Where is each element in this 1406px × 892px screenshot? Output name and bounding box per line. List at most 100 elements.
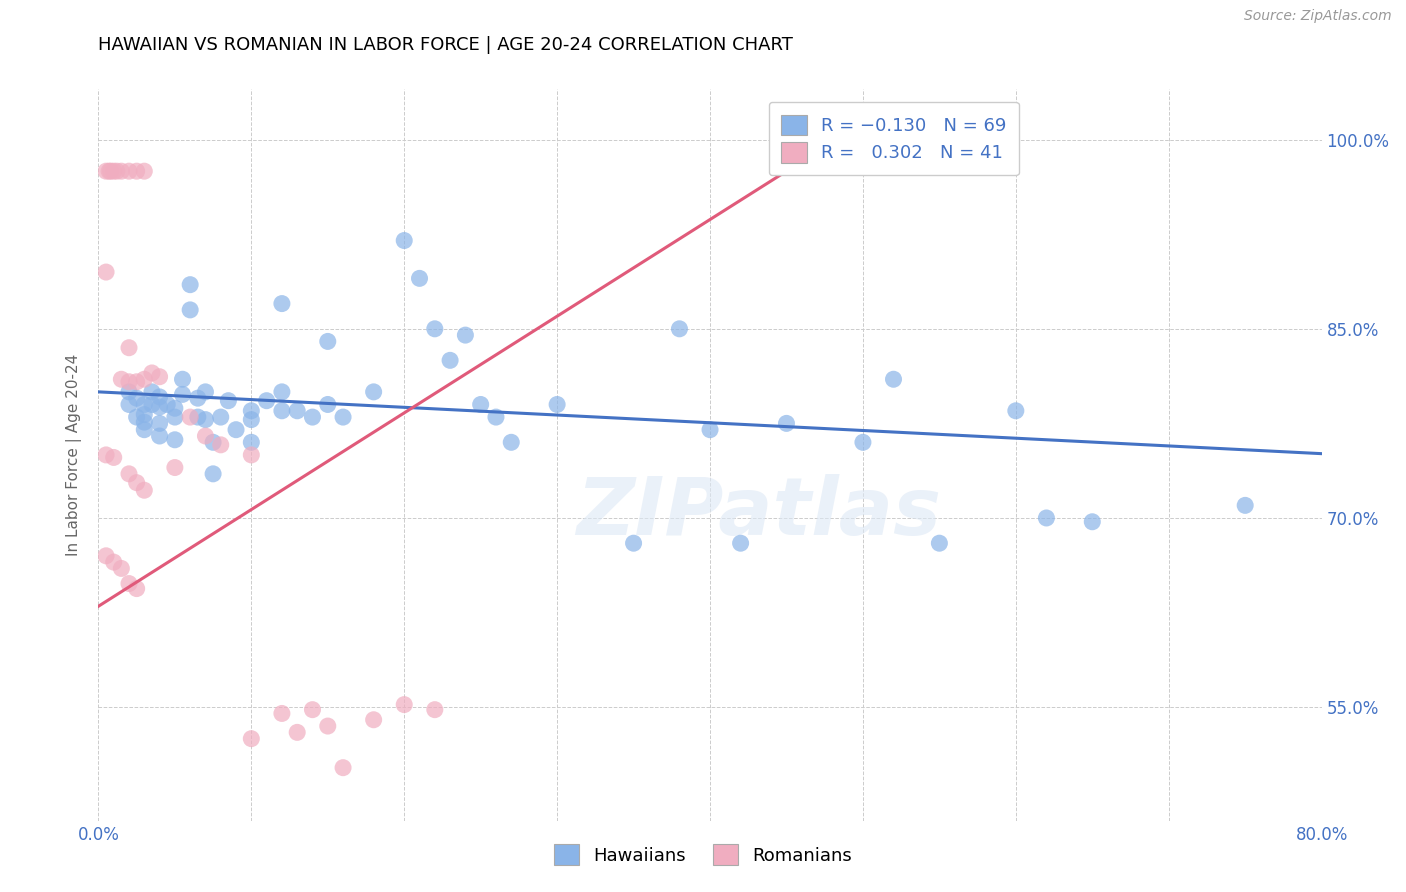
Point	[775, 417, 797, 431]
Point	[217, 393, 239, 408]
Point	[163, 433, 186, 447]
Point	[149, 429, 172, 443]
Point	[98, 164, 121, 178]
Point	[134, 164, 156, 178]
Point	[363, 713, 385, 727]
Point	[852, 435, 875, 450]
Point	[134, 408, 156, 422]
Point	[1234, 499, 1257, 513]
Point	[125, 582, 148, 596]
Point	[94, 265, 117, 279]
Point	[100, 164, 122, 178]
Point	[240, 412, 263, 426]
Point	[163, 460, 186, 475]
Point	[209, 410, 232, 425]
Point	[423, 703, 446, 717]
Point	[470, 397, 492, 411]
Point	[316, 397, 339, 411]
Point	[94, 448, 117, 462]
Point	[316, 334, 339, 349]
Point	[883, 372, 905, 386]
Point	[285, 725, 308, 739]
Point	[149, 369, 172, 384]
Point	[408, 271, 430, 285]
Point	[439, 353, 461, 368]
Point	[730, 536, 752, 550]
Point	[125, 391, 148, 405]
Point	[94, 164, 117, 178]
Point	[285, 404, 308, 418]
Point	[125, 410, 148, 425]
Point	[149, 417, 172, 431]
Point	[172, 387, 194, 401]
Point	[256, 393, 278, 408]
Point	[118, 164, 141, 178]
Point	[194, 429, 217, 443]
Point	[134, 483, 156, 498]
Point	[94, 549, 117, 563]
Point	[240, 435, 263, 450]
Point	[103, 555, 125, 569]
Legend: Hawaiians, Romanians: Hawaiians, Romanians	[544, 835, 862, 874]
Point	[623, 536, 645, 550]
Text: ZIPatlas: ZIPatlas	[576, 475, 942, 552]
Point	[928, 536, 950, 550]
Point	[546, 397, 568, 411]
Point	[225, 423, 247, 437]
Point	[118, 341, 141, 355]
Point	[179, 277, 201, 292]
Point	[270, 384, 292, 399]
Point	[163, 410, 186, 425]
Point	[125, 164, 148, 178]
Point	[392, 698, 416, 712]
Point	[134, 423, 156, 437]
Point	[485, 410, 508, 425]
Point	[172, 372, 194, 386]
Point	[699, 423, 721, 437]
Point	[1081, 515, 1104, 529]
Point	[270, 706, 292, 721]
Point	[156, 397, 179, 411]
Point	[149, 390, 172, 404]
Point	[1004, 404, 1026, 418]
Point	[125, 375, 148, 389]
Text: HAWAIIAN VS ROMANIAN IN LABOR FORCE | AGE 20-24 CORRELATION CHART: HAWAIIAN VS ROMANIAN IN LABOR FORCE | AG…	[98, 36, 793, 54]
Point	[202, 435, 225, 450]
Point	[270, 296, 292, 310]
Point	[501, 435, 523, 450]
Legend: R = −0.130   N = 69, R =   0.302   N = 41: R = −0.130 N = 69, R = 0.302 N = 41	[769, 102, 1019, 175]
Point	[209, 438, 232, 452]
Point	[118, 397, 141, 411]
Point	[179, 410, 201, 425]
Point	[240, 404, 263, 418]
Point	[194, 384, 217, 399]
Point	[110, 164, 132, 178]
Point	[149, 400, 172, 414]
Point	[141, 366, 163, 380]
Point	[179, 302, 201, 317]
Point	[454, 328, 477, 343]
Point	[163, 401, 186, 416]
Point	[134, 397, 156, 411]
Point	[1035, 511, 1057, 525]
Point	[270, 404, 292, 418]
Point	[301, 410, 323, 425]
Point	[134, 415, 156, 429]
Text: Source: ZipAtlas.com: Source: ZipAtlas.com	[1244, 9, 1392, 23]
Point	[141, 397, 163, 411]
Point	[668, 322, 690, 336]
Point	[202, 467, 225, 481]
Point	[240, 731, 263, 746]
Point	[125, 475, 148, 490]
Point	[110, 372, 132, 386]
Point	[392, 234, 416, 248]
Point	[118, 384, 141, 399]
Point	[103, 450, 125, 465]
Point	[141, 384, 163, 399]
Point	[110, 561, 132, 575]
Point	[187, 410, 209, 425]
Point	[332, 761, 354, 775]
Point	[134, 372, 156, 386]
Point	[103, 164, 125, 178]
Y-axis label: In Labor Force | Age 20-24: In Labor Force | Age 20-24	[66, 354, 83, 556]
